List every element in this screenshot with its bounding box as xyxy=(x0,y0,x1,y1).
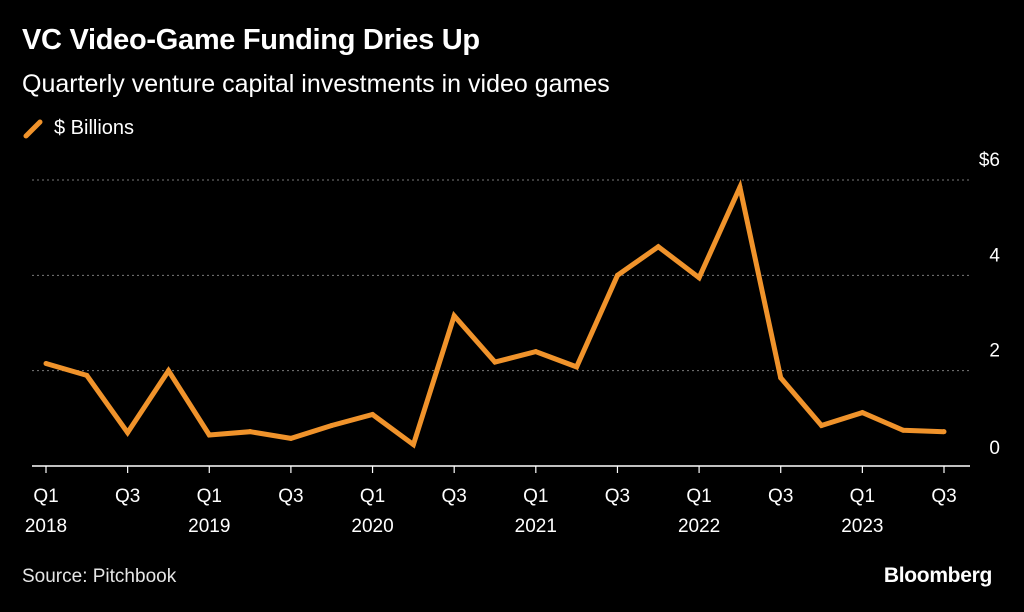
data-point xyxy=(574,364,580,370)
data-point xyxy=(451,313,457,319)
data-point xyxy=(655,244,661,250)
bloomberg-logo: Bloomberg xyxy=(883,564,992,587)
x-tick-year-label: 2021 xyxy=(515,516,557,537)
data-point xyxy=(859,410,865,416)
data-point xyxy=(778,375,784,381)
x-tick-year-label: 2020 xyxy=(351,516,393,537)
y-tick-label: 0 xyxy=(989,438,1000,459)
y-tick-label: $6 xyxy=(979,150,1000,171)
x-tick-year-label: 2019 xyxy=(188,516,230,537)
data-point xyxy=(206,432,212,438)
y-tick-label: 4 xyxy=(989,245,1000,266)
x-tick-label: Q1 xyxy=(523,486,548,507)
data-point xyxy=(696,275,702,281)
data-point xyxy=(614,272,620,278)
legend-line-icon xyxy=(23,119,43,138)
chart-subtitle: Quarterly venture capital investments in… xyxy=(22,70,610,98)
x-tick-year-label: 2018 xyxy=(25,516,67,537)
data-point xyxy=(329,422,335,428)
data-point xyxy=(84,372,90,378)
data-point xyxy=(533,349,539,355)
x-tick-label: Q3 xyxy=(278,486,303,507)
x-tick-label: Q3 xyxy=(115,486,140,507)
data-point xyxy=(165,368,171,374)
x-tick-label: Q3 xyxy=(768,486,793,507)
series-line xyxy=(45,179,945,449)
data-point xyxy=(370,412,376,418)
legend: $ Billions xyxy=(22,117,134,140)
x-tick-year-label: 2023 xyxy=(841,516,883,537)
data-point xyxy=(43,361,49,367)
data-point xyxy=(288,435,294,441)
data-point xyxy=(737,184,743,190)
source-note: Source: Pitchbook xyxy=(22,566,177,587)
data-point xyxy=(125,430,131,436)
x-tick-label: Q3 xyxy=(605,486,630,507)
x-tick-year-label: 2022 xyxy=(678,516,720,537)
data-point xyxy=(247,429,253,435)
data-point xyxy=(941,429,947,435)
legend-label: $ Billions xyxy=(54,117,135,139)
chart-title: VC Video-Game Funding Dries Up xyxy=(22,24,480,56)
x-tick-label: Q3 xyxy=(442,486,467,507)
data-point xyxy=(819,422,825,428)
x-tick-label: Q1 xyxy=(360,486,385,507)
y-tick-label: 2 xyxy=(989,341,1000,362)
x-tick-label: Q1 xyxy=(850,486,875,507)
x-tick-label: Q1 xyxy=(33,486,58,507)
data-point xyxy=(492,359,498,365)
x-tick-label: Q1 xyxy=(686,486,711,507)
x-tick-label: Q3 xyxy=(931,486,956,507)
data-point xyxy=(410,442,416,448)
x-tick-label: Q1 xyxy=(197,486,222,507)
data-point xyxy=(900,427,906,433)
